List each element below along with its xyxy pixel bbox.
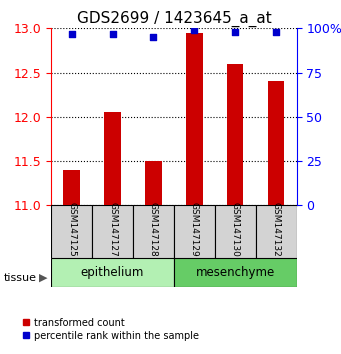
Text: GSM147130: GSM147130 xyxy=(231,202,240,257)
Point xyxy=(192,27,197,33)
Point xyxy=(273,29,279,35)
FancyBboxPatch shape xyxy=(256,205,297,258)
FancyBboxPatch shape xyxy=(215,205,256,258)
Bar xyxy=(227,64,243,205)
Bar xyxy=(104,113,121,205)
Text: ▶: ▶ xyxy=(39,273,48,283)
Text: GSM147132: GSM147132 xyxy=(272,202,281,257)
Text: GSM147129: GSM147129 xyxy=(190,202,199,257)
Text: GSM147127: GSM147127 xyxy=(108,202,117,257)
FancyBboxPatch shape xyxy=(133,205,174,258)
Point xyxy=(110,31,115,36)
Text: mesenchyme: mesenchyme xyxy=(196,266,275,279)
Title: GDS2699 / 1423645_a_at: GDS2699 / 1423645_a_at xyxy=(76,11,271,27)
Text: GSM147125: GSM147125 xyxy=(67,202,76,257)
FancyBboxPatch shape xyxy=(51,258,174,287)
FancyBboxPatch shape xyxy=(174,205,215,258)
FancyBboxPatch shape xyxy=(92,205,133,258)
Legend: transformed count, percentile rank within the sample: transformed count, percentile rank withi… xyxy=(22,318,198,341)
Bar xyxy=(63,170,80,205)
Point xyxy=(233,29,238,35)
Bar xyxy=(145,161,162,205)
Text: tissue: tissue xyxy=(3,273,36,283)
Text: epithelium: epithelium xyxy=(81,266,144,279)
Bar xyxy=(186,33,203,205)
Bar xyxy=(268,81,284,205)
Point xyxy=(69,31,74,36)
Text: GSM147128: GSM147128 xyxy=(149,202,158,257)
FancyBboxPatch shape xyxy=(174,258,297,287)
Point xyxy=(151,34,156,40)
FancyBboxPatch shape xyxy=(51,205,92,258)
